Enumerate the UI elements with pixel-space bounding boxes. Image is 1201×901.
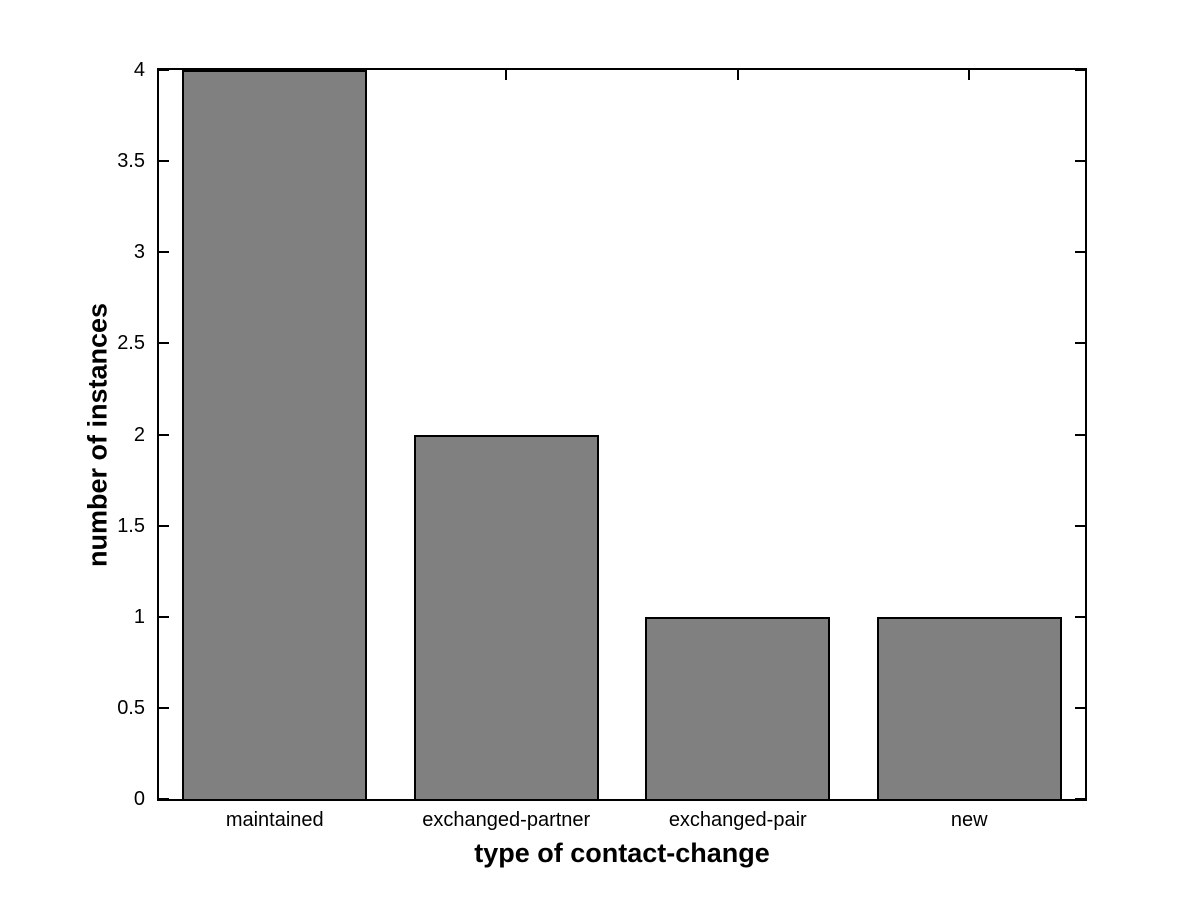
y-tick-mark-right (1075, 69, 1085, 71)
x-tick-label: exchanged-partner (422, 809, 591, 831)
y-tick-mark-right (1075, 615, 1085, 618)
y-tick-mark-left (159, 706, 169, 709)
y-tick-mark-right (1075, 433, 1085, 436)
y-tick-label: 1 (133, 605, 145, 628)
y-tick-mark-right (1075, 524, 1085, 527)
y-tick-mark-left (159, 342, 169, 345)
x-tick-label: maintained (225, 809, 324, 831)
y-tick-mark-left (159, 69, 169, 71)
bar-exchanged-partner (413, 434, 599, 799)
y-tick-label: 2 (133, 423, 145, 446)
y-tick-label: 0.5 (117, 696, 145, 719)
bar-maintained (182, 70, 368, 799)
y-tick-mark-left (159, 433, 169, 436)
y-tick-label: 3.5 (117, 150, 145, 173)
x-tick-label: exchanged-pair (668, 809, 807, 831)
y-tick-mark-right (1075, 706, 1085, 709)
x-tick-mark-top (505, 70, 508, 80)
x-tick-mark-top (968, 70, 971, 80)
y-tick-label: 4 (133, 59, 145, 81)
y-tick-label: 2.5 (117, 332, 145, 355)
y-tick-mark-left (159, 160, 169, 163)
y-tick-label: 1.5 (117, 514, 145, 537)
x-axis-label: type of contact-change (474, 838, 770, 868)
y-tick-mark-left (159, 798, 169, 800)
bar-exchanged-pair (645, 616, 831, 799)
y-tick-mark-left (159, 251, 169, 254)
y-tick-mark-right (1075, 251, 1085, 254)
x-tick-label: new (950, 809, 988, 831)
y-tick-mark-right (1075, 798, 1085, 800)
y-tick-mark-right (1075, 342, 1085, 345)
x-tick-mark-top (736, 70, 739, 80)
y-tick-mark-left (159, 524, 169, 527)
y-tick-mark-right (1075, 160, 1085, 163)
plot-area (157, 68, 1087, 801)
y-tick-label: 3 (133, 241, 145, 264)
bar-new (876, 616, 1062, 799)
y-tick-mark-left (159, 615, 169, 618)
y-tick-label: 0 (133, 788, 145, 810)
